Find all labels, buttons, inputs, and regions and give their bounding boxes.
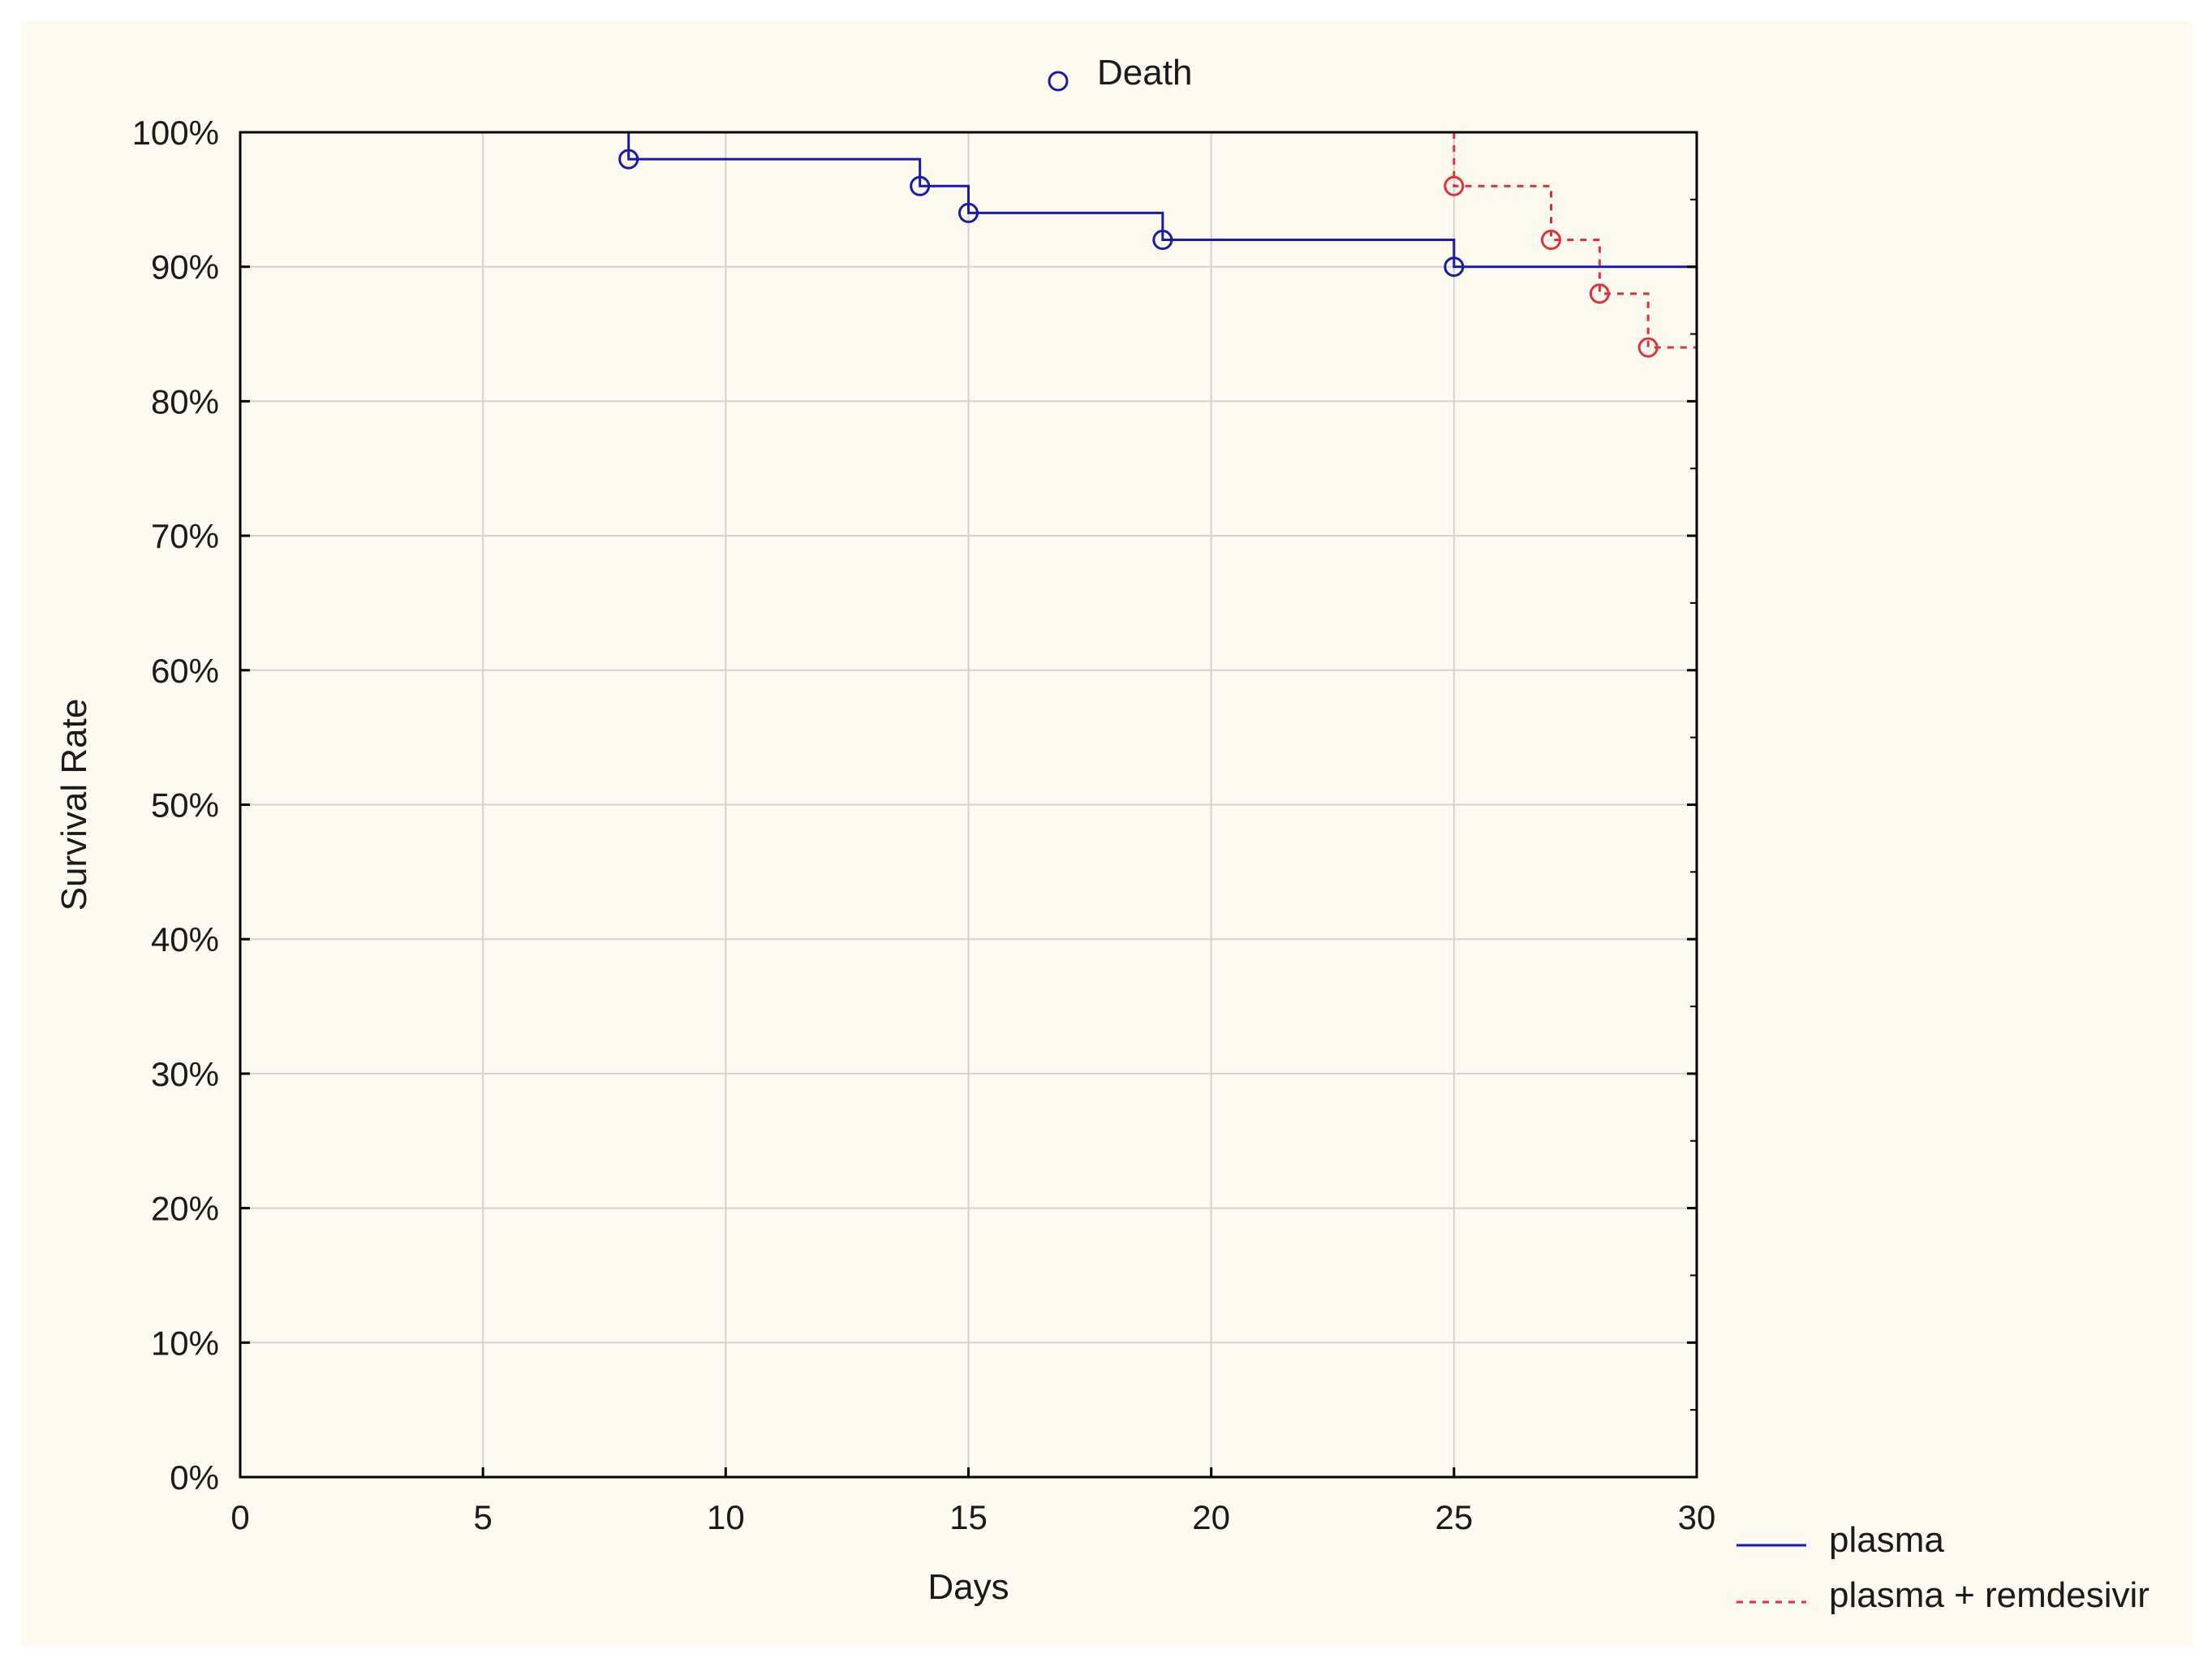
legend-label-plasma: plasma: [1829, 1520, 1944, 1560]
legend-label-plasma-remdesivir: plasma + remdesivir: [1829, 1575, 2150, 1615]
x-tick-label: 15: [949, 1498, 988, 1536]
grid: [240, 132, 1697, 1477]
marker-legend: Death: [1048, 53, 1192, 93]
death-marker: [1541, 230, 1561, 251]
y-tick-label: 100%: [132, 114, 219, 152]
death-marker: [1589, 283, 1610, 304]
ticks: 0 5 10 15 20 25 30 0% 10% 20% 30% 40% 50% 60% 70% 80% 90…: [132, 114, 1716, 1536]
death-marker: [1444, 175, 1465, 196]
y-tick-label: 10%: [151, 1324, 219, 1362]
chart-figure: 0 5 10 15 20 25 30 0% 10% 20% 30% 40% 50% 60% 70% 80% 90…: [21, 21, 2193, 1646]
death-markers: [618, 149, 1659, 358]
y-axis-label: Survival Rate: [54, 699, 94, 911]
x-axis-label: Days: [927, 1567, 1009, 1607]
survival-chart: 0 5 10 15 20 25 30 0% 10% 20% 30% 40% 50% 60% 70% 80% 90…: [54, 53, 2150, 1615]
death-marker: [958, 202, 979, 223]
y-tick-label: 0%: [170, 1458, 219, 1497]
marker-legend-label: Death: [1097, 53, 1192, 93]
death-marker: [618, 149, 639, 170]
x-tick-label: 0: [230, 1498, 249, 1536]
death-marker-legend-icon: [1048, 71, 1069, 92]
series-line-0: [240, 131, 1697, 269]
y-tick-label: 60%: [151, 652, 219, 690]
y-tick-label: 80%: [151, 382, 219, 420]
series-line-1: [1452, 132, 1697, 349]
series-legend: plasma plasma + remdesivir: [1736, 1520, 2150, 1615]
y-tick-label: 40%: [151, 920, 219, 958]
x-tick-label: 30: [1678, 1498, 1716, 1536]
x-tick-label: 20: [1192, 1498, 1230, 1536]
y-tick-label: 70%: [151, 517, 219, 555]
death-marker: [1637, 337, 1659, 358]
death-marker: [1444, 256, 1465, 278]
series-lines: [240, 131, 1697, 349]
death-marker: [1152, 230, 1173, 251]
x-tick-label: 25: [1435, 1498, 1473, 1536]
y-tick-label: 50%: [151, 786, 219, 825]
y-tick-label: 30%: [151, 1055, 219, 1093]
x-tick-label: 10: [707, 1498, 745, 1536]
y-tick-label: 20%: [151, 1190, 219, 1228]
y-tick-label: 90%: [151, 248, 219, 286]
x-tick-label: 5: [473, 1498, 492, 1536]
death-marker: [910, 175, 931, 196]
